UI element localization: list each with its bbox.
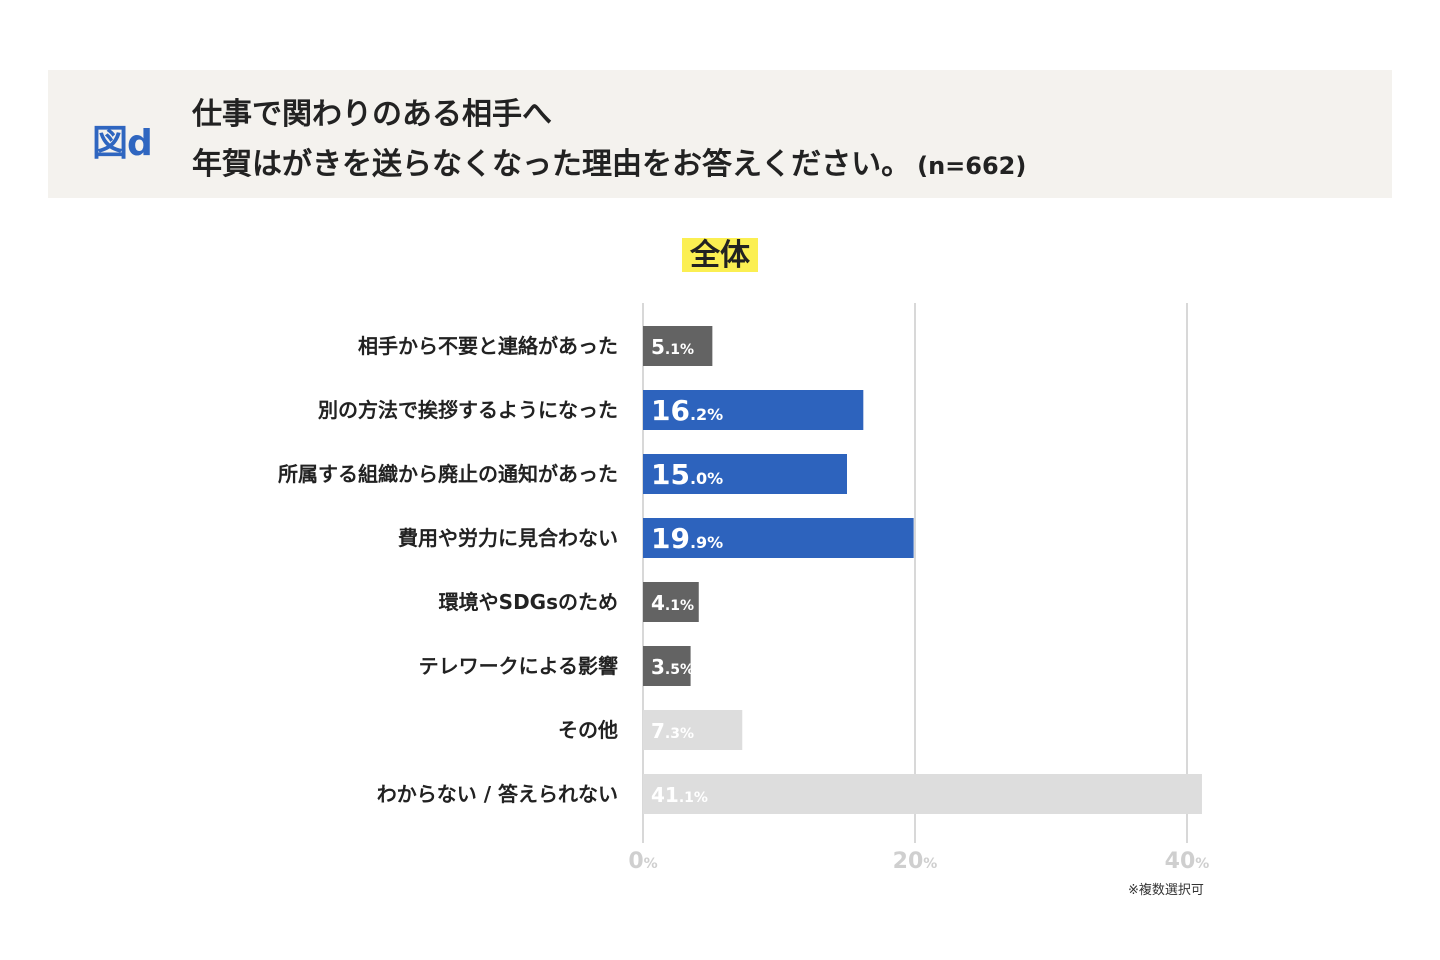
figure-label: 図d bbox=[92, 123, 153, 164]
bar-6 bbox=[643, 646, 691, 686]
bar-3 bbox=[643, 454, 847, 494]
category-label-5: 環境やSDGsのため bbox=[439, 590, 618, 614]
sample-size: (n=662) bbox=[917, 152, 1027, 180]
title-line-1: 仕事で関わりのある相手へ bbox=[192, 97, 552, 132]
value-label-8: 41.1% bbox=[651, 783, 708, 807]
category-label-3: 所属する組織から廃止の通知があった bbox=[278, 462, 618, 486]
category-label-4: 費用や労力に見合わない bbox=[398, 526, 618, 550]
chart-title: 仕事で関わりのある相手へ 年賀はがきを送らなくなった理由をお答えください。 (n=… bbox=[192, 90, 1026, 191]
value-label-7: 7.3% bbox=[651, 719, 694, 743]
category-label-2: 別の方法で挨拶するようになった bbox=[318, 398, 618, 422]
x-tick-label-40: 40% bbox=[1165, 849, 1210, 874]
bar-2 bbox=[643, 390, 864, 430]
bar-5 bbox=[643, 582, 699, 622]
x-tick-label-0: 0% bbox=[628, 849, 657, 874]
category-label-6: テレワークによる影響 bbox=[419, 654, 618, 678]
title-line-2: 年賀はがきを送らなくなった理由をお答えください。 (n=662) bbox=[192, 140, 1026, 191]
bar-4 bbox=[643, 518, 914, 558]
category-label-1: 相手から不要と連絡があった bbox=[358, 334, 618, 358]
value-label-4: 19.9% bbox=[651, 522, 723, 555]
bar-8 bbox=[643, 774, 1202, 814]
value-label-5: 4.1% bbox=[651, 591, 694, 615]
value-label-1: 5.1% bbox=[651, 335, 694, 359]
subtitle-badge: 全体 bbox=[682, 238, 758, 273]
category-label-8: わからない / 答えられない bbox=[377, 782, 618, 806]
value-label-6: 3.5% bbox=[651, 655, 694, 679]
header-panel: 図d 仕事で関わりのある相手へ 年賀はがきを送らなくなった理由をお答えください。… bbox=[48, 70, 1392, 198]
footnote: ※複数選択可 bbox=[1128, 883, 1204, 898]
title-line-2-text: 年賀はがきを送らなくなった理由をお答えください。 bbox=[192, 147, 912, 182]
category-label-7: その他 bbox=[558, 718, 618, 742]
x-tick-label-20: 20% bbox=[893, 849, 938, 874]
value-label-2: 16.2% bbox=[651, 394, 723, 427]
value-label-3: 15.0% bbox=[651, 458, 723, 491]
bar-7 bbox=[643, 710, 743, 750]
bar-1 bbox=[643, 326, 713, 366]
chart-subtitle: 全体 bbox=[0, 238, 1440, 273]
